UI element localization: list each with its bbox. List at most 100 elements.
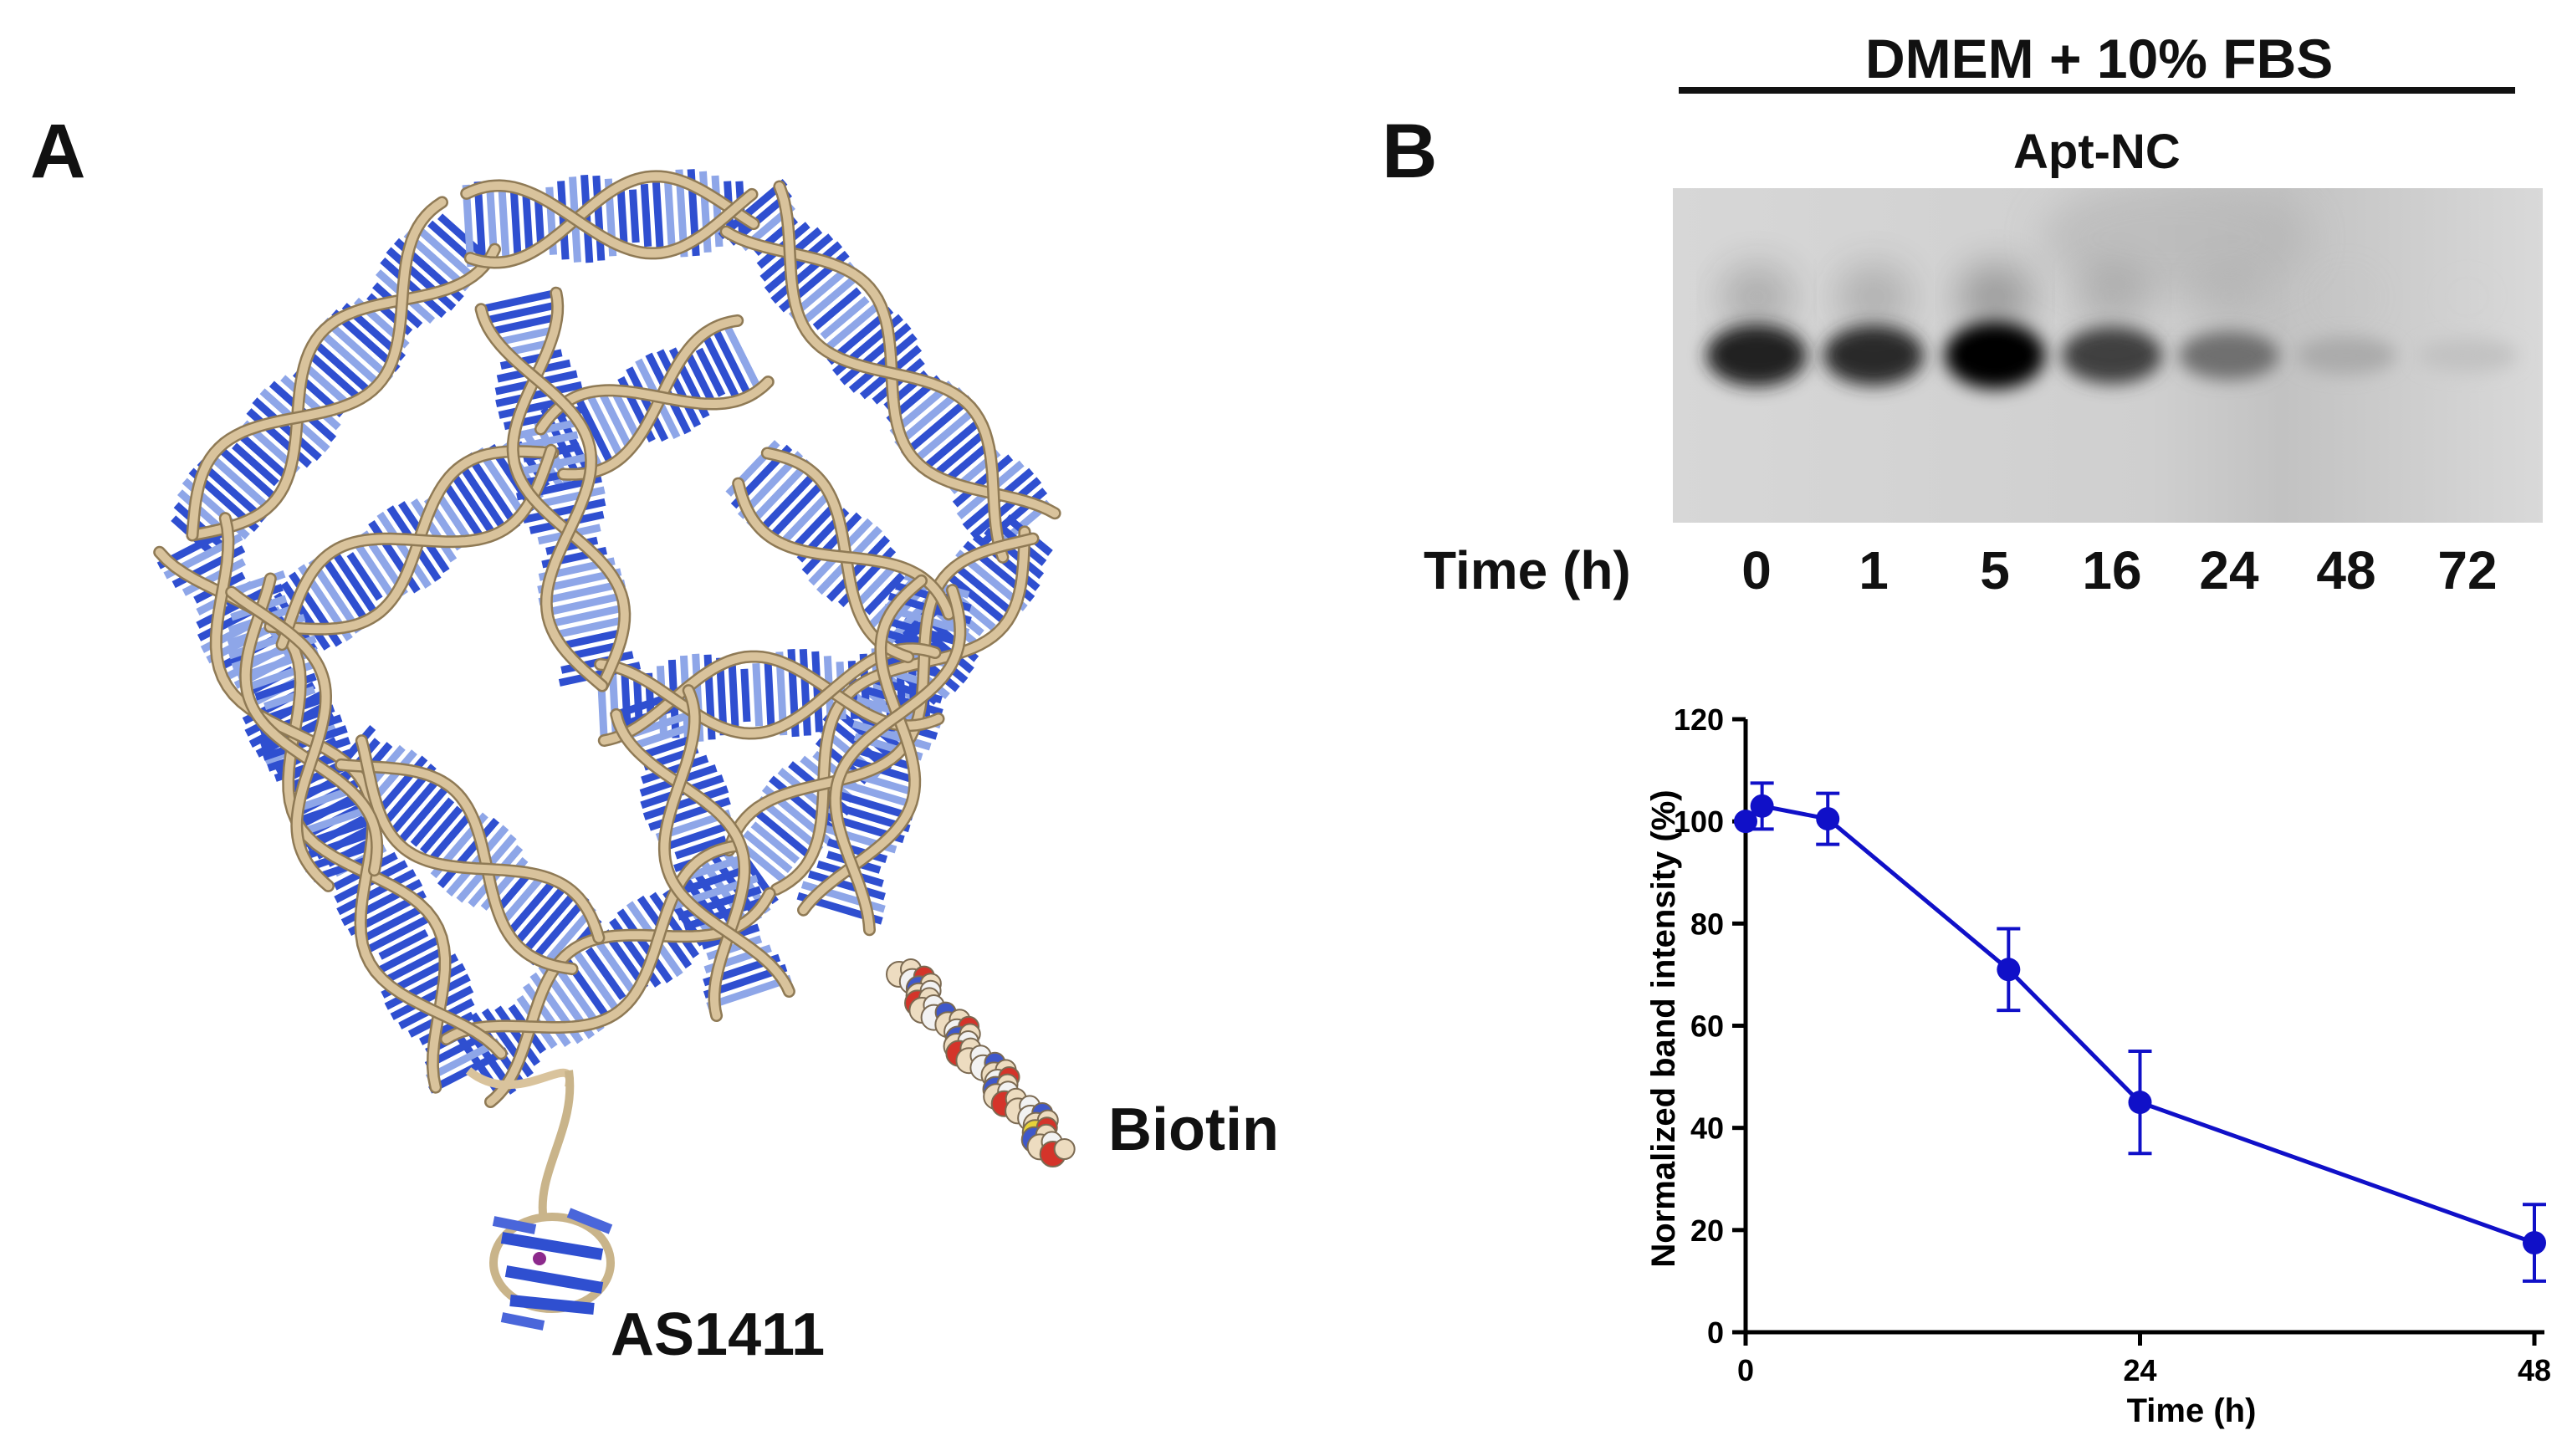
base-stick bbox=[376, 511, 432, 589]
x-tick-label: 48 bbox=[2518, 1353, 2551, 1387]
base-stick bbox=[863, 572, 906, 616]
base-stick bbox=[674, 835, 727, 860]
base-stick bbox=[952, 454, 1014, 508]
data-point bbox=[1997, 958, 2021, 982]
backbone-strand bbox=[265, 447, 558, 634]
gel-lane-label: 1 bbox=[1859, 540, 1889, 600]
base-stick bbox=[931, 428, 989, 479]
base-stick bbox=[851, 720, 932, 751]
base-stick bbox=[292, 794, 365, 826]
base-stick bbox=[397, 784, 450, 845]
base-stick bbox=[425, 1038, 501, 1082]
base-stick bbox=[547, 603, 626, 628]
base-stick bbox=[822, 301, 882, 353]
base-stick bbox=[919, 416, 985, 473]
base-stick bbox=[218, 447, 277, 500]
base-stick bbox=[468, 845, 524, 907]
base-stick bbox=[379, 937, 439, 973]
stability-line-chart: 0 20 40 60 80 100 120 0 24 48 Normalized band int… bbox=[1645, 702, 2551, 1429]
base-stick bbox=[498, 872, 547, 927]
base-stick bbox=[297, 826, 382, 862]
base-stick bbox=[308, 559, 362, 634]
base-stick bbox=[441, 479, 486, 542]
base-stick bbox=[616, 908, 673, 983]
base-stick bbox=[683, 897, 763, 931]
data-point bbox=[2523, 1231, 2546, 1255]
base-stick bbox=[476, 447, 529, 522]
base-stick bbox=[509, 880, 571, 950]
base-stick bbox=[945, 571, 1008, 626]
gel-lane-label: 0 bbox=[1741, 540, 1772, 600]
base-stick bbox=[764, 656, 775, 732]
gel-image bbox=[1673, 188, 2543, 523]
backbone-strand bbox=[278, 446, 555, 649]
base-stick bbox=[770, 241, 843, 304]
base-stick bbox=[315, 327, 385, 390]
backbone-strand bbox=[212, 513, 506, 1058]
backbone-strand bbox=[763, 448, 913, 662]
base-stick bbox=[728, 662, 739, 729]
x-axis-label: Time (h) bbox=[2127, 1392, 2257, 1429]
base-stick bbox=[538, 579, 626, 606]
base-stick bbox=[626, 366, 669, 442]
base-stick bbox=[807, 870, 886, 901]
backbone-strand bbox=[477, 304, 606, 690]
base-stick bbox=[949, 559, 1019, 620]
base-stick bbox=[232, 442, 279, 487]
panel-a: A Biotin AS1411 bbox=[30, 113, 1279, 1368]
base-stick bbox=[474, 288, 563, 314]
base-stick bbox=[456, 459, 510, 536]
base-stick bbox=[207, 452, 273, 512]
base-stick bbox=[716, 657, 728, 736]
base-stick bbox=[610, 387, 642, 442]
panel-b: B DMEM + 10% FBS Apt-NC Time (h) 0 1 5 16 24… bbox=[1355, 0, 2567, 1456]
y-axis-label: Normalized band intensity (%) bbox=[1645, 789, 1682, 1267]
base-stick bbox=[585, 947, 626, 1000]
base-stick bbox=[447, 468, 499, 539]
base-stick bbox=[320, 554, 371, 625]
base-stick bbox=[711, 175, 724, 248]
x-tick-label: 24 bbox=[2123, 1353, 2156, 1387]
base-stick bbox=[781, 493, 830, 544]
base-stick bbox=[519, 452, 590, 476]
gel-lane-label: 48 bbox=[2316, 540, 2376, 600]
base-stick bbox=[652, 176, 664, 253]
base-stick bbox=[424, 808, 477, 867]
base-stick bbox=[322, 317, 394, 382]
base-stick bbox=[390, 973, 471, 1020]
base-stick bbox=[366, 915, 429, 953]
base-stick bbox=[410, 498, 458, 563]
base-stick bbox=[356, 902, 429, 945]
base-stick bbox=[628, 721, 699, 751]
base-stick bbox=[592, 175, 606, 261]
base-stick bbox=[642, 785, 729, 820]
backbone-strand bbox=[466, 171, 758, 268]
base-stick bbox=[304, 364, 349, 406]
base-stick bbox=[729, 190, 793, 246]
base-stick bbox=[586, 391, 625, 459]
base-stick bbox=[495, 381, 583, 408]
base-stick bbox=[336, 869, 417, 916]
base-stick bbox=[671, 864, 753, 898]
gel-band bbox=[2417, 338, 2518, 373]
base-stick bbox=[664, 822, 730, 851]
base-stick bbox=[379, 944, 450, 987]
base-stick bbox=[828, 788, 914, 821]
base-stick bbox=[746, 459, 812, 528]
base-stick bbox=[839, 323, 912, 386]
base-stick bbox=[571, 948, 621, 1013]
gel-band bbox=[2179, 331, 2279, 380]
base-stick bbox=[695, 347, 726, 397]
base-stick bbox=[462, 184, 475, 268]
base-stick bbox=[764, 233, 834, 294]
gel-band bbox=[2296, 336, 2396, 375]
backbone-strand bbox=[660, 686, 794, 996]
backbone-strand bbox=[775, 182, 1007, 562]
base-stick bbox=[792, 504, 836, 549]
base-stick bbox=[446, 825, 509, 897]
base-stick bbox=[657, 349, 702, 428]
base-stick bbox=[943, 442, 991, 484]
base-stick bbox=[294, 785, 355, 813]
data-point bbox=[1750, 794, 1774, 818]
gel-lane-label: 72 bbox=[2437, 540, 2498, 600]
